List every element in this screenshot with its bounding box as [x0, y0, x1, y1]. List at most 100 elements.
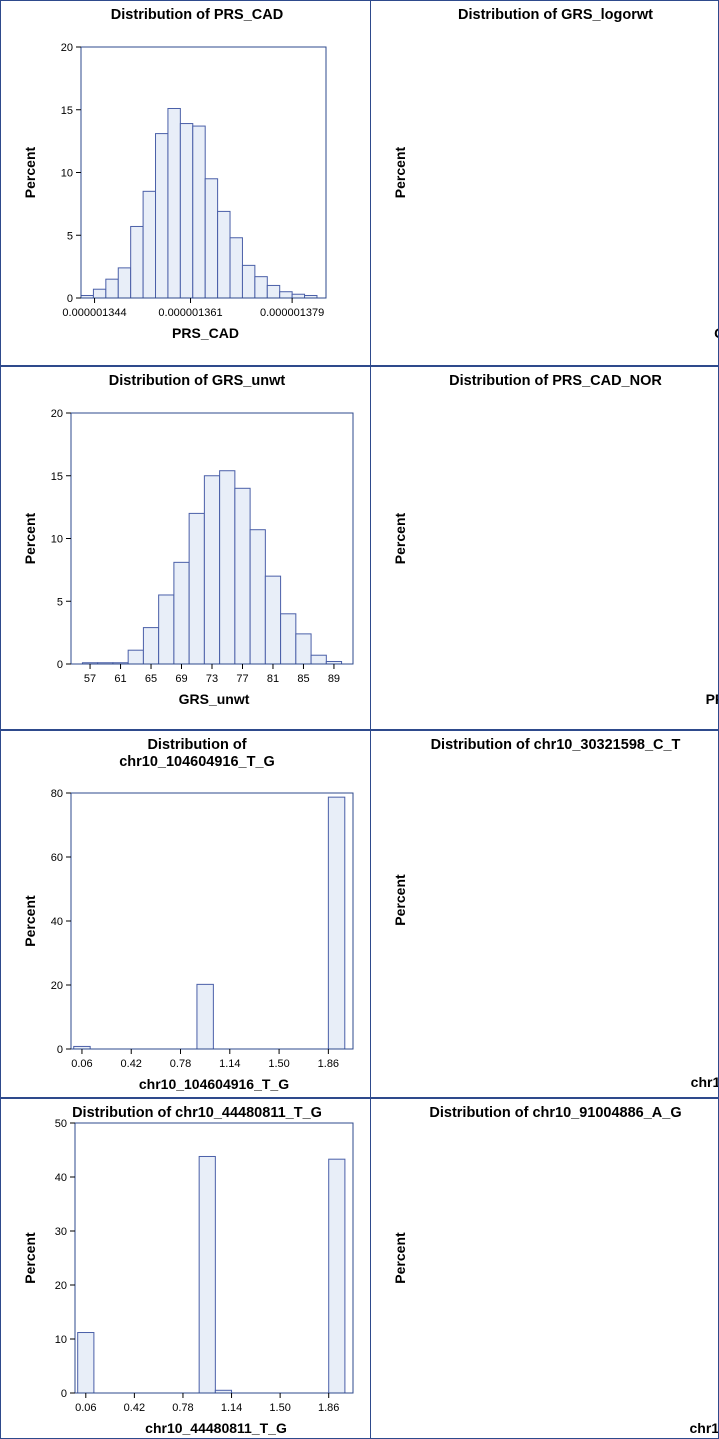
histogram-bar: [192, 125, 206, 299]
x-axis-label: chr10_44480811_T_G: [145, 1420, 287, 1436]
histogram-bar: [130, 225, 144, 299]
chart-title: Distribution of GRS_unwt: [109, 373, 286, 389]
x-tick-label: 0.000001361: [158, 307, 222, 319]
x-tick-label: 1.86: [318, 1058, 339, 1070]
y-tick-label: 10: [55, 1334, 67, 1346]
y-tick-label: 0: [67, 293, 73, 305]
x-tick-label: 77: [236, 673, 248, 685]
x-tick-label: 73: [206, 673, 218, 685]
y-tick-label: 5: [57, 596, 63, 608]
histogram-bar: [142, 627, 160, 665]
histogram-bar: [279, 291, 293, 299]
y-axis-label: Percent: [22, 146, 38, 198]
histogram-bar: [117, 267, 132, 299]
histogram-svg: Distribution of PRS_CAD 0 5 10 15 20 0.0000013…: [22, 7, 327, 341]
histogram-bar: [188, 512, 205, 665]
histogram-bar: [254, 276, 268, 299]
x-tick-label: 0.78: [172, 1402, 193, 1414]
x-tick-label: 89: [328, 673, 340, 685]
x-tick-label: 1.14: [219, 1058, 240, 1070]
histogram-svg: Distribution of chr10_44480811_T_G 0 10 20 3…: [22, 1105, 354, 1436]
histogram-panel-4: Distribution of PRS_CAD_NOR05101520-3.0-…: [370, 366, 719, 730]
chart-title: Distribution of chr10_30321598_C_T: [431, 737, 681, 753]
chart-title: Distribution of: [147, 737, 246, 753]
y-axis-label: Percent: [392, 512, 408, 564]
x-axis-label: GRS_unwt: [179, 691, 250, 707]
y-tick-label: 10: [51, 534, 63, 546]
histogram-svg: Distribution of GRS_unwt 0 5 10 15 20 57 61 65 69…: [22, 373, 354, 707]
y-axis-label: Percent: [22, 1232, 38, 1284]
y-tick-label: 60: [51, 852, 63, 864]
x-axis-label: chr10_104604916_T_G: [139, 1076, 289, 1092]
x-tick-label: 0.06: [71, 1058, 92, 1070]
histogram-svg: Distribution of PRS_CAD_NOR05101520-3.0-…: [392, 373, 719, 707]
x-tick-label: 0.000001344: [62, 307, 126, 319]
y-axis-label: Percent: [392, 1232, 408, 1284]
plot-frame: [74, 1122, 354, 1394]
histogram-bar: [217, 210, 231, 299]
x-tick-label: 0.06: [75, 1402, 96, 1414]
y-tick-label: 5: [67, 230, 73, 242]
x-axis-label: GRS_logorwt: [714, 325, 719, 341]
x-axis-label: PRS_CAD: [172, 325, 239, 341]
chart-title: chr10_104604916_T_G: [119, 754, 275, 770]
x-tick-label: 0.78: [170, 1058, 191, 1070]
histogram-panel-7: Distribution of chr10_44480811_T_G 0 10 20 3…: [0, 1098, 372, 1439]
histogram-panel-3: Distribution of GRS_unwt 0 5 10 15 20 57 61 65 69…: [0, 366, 372, 730]
x-tick-label: 69: [175, 673, 187, 685]
y-tick-label: 0: [57, 1044, 63, 1056]
histogram-bar: [241, 264, 256, 299]
histogram-bar: [77, 1332, 95, 1394]
y-tick-label: 80: [51, 788, 63, 800]
histogram-bar: [179, 123, 194, 299]
histogram-bar: [127, 649, 144, 665]
x-tick-label: 1.50: [268, 1058, 289, 1070]
histogram-bar: [249, 529, 266, 665]
y-tick-label: 15: [51, 471, 63, 483]
histogram-svg: Distribution of chr10_91004886_A_G010203…: [392, 1105, 718, 1436]
x-tick-label: 0.42: [121, 1058, 142, 1070]
y-axis-label: Percent: [392, 874, 408, 926]
histogram-bar: [167, 107, 181, 299]
histogram-bar: [203, 475, 221, 665]
x-tick-label: 61: [114, 673, 126, 685]
x-axis-label: chr10_30321598_C_T: [691, 1074, 719, 1090]
histogram-bar: [196, 983, 214, 1050]
y-tick-label: 0: [61, 1388, 67, 1400]
chart-title: Distribution of GRS_logorwt: [458, 7, 653, 23]
y-axis-label: Percent: [22, 895, 38, 947]
histogram-bar: [328, 1158, 346, 1394]
y-tick-label: 0: [57, 659, 63, 671]
histogram-svg: Distribution of GRS_logorwt051015204.725…: [392, 7, 719, 341]
y-tick-label: 20: [55, 1280, 67, 1292]
histogram-bar: [155, 133, 169, 299]
chart-title: Distribution of PRS_CAD_NOR: [449, 373, 662, 389]
histogram-panel-6: Distribution of chr10_30321598_C_T010203…: [370, 730, 719, 1098]
x-tick-label: 85: [297, 673, 309, 685]
histogram-bar: [219, 470, 236, 665]
y-tick-label: 20: [51, 408, 63, 420]
chart-title: Distribution of PRS_CAD: [111, 7, 283, 23]
histogram-bar: [234, 487, 251, 665]
x-axis-label: PRS_CAD_NOR: [706, 691, 719, 707]
x-tick-label: 57: [84, 673, 96, 685]
histogram-bar: [92, 288, 107, 299]
histogram-bar: [204, 178, 219, 299]
histogram-panel-2: Distribution of GRS_logorwt051015204.725…: [370, 0, 719, 366]
histogram-bar: [229, 237, 243, 299]
y-tick-label: 40: [51, 916, 63, 928]
histogram-bar: [264, 575, 282, 665]
histogram-bar: [291, 293, 306, 299]
x-tick-label: 81: [267, 673, 279, 685]
y-tick-label: 30: [55, 1226, 67, 1238]
histogram-panel-5: Distribution of chr10_104604916_T_G 0 20 40 6…: [0, 730, 372, 1098]
histogram-bar: [327, 796, 346, 1050]
y-tick-label: 15: [61, 105, 73, 117]
x-tick-label: 1.86: [318, 1402, 339, 1414]
histogram-bar: [310, 654, 327, 665]
y-axis-label: Percent: [22, 512, 38, 564]
y-tick-label: 10: [61, 168, 73, 180]
chart-title: Distribution of chr10_91004886_A_G: [429, 1105, 681, 1121]
y-tick-label: 20: [61, 42, 73, 54]
x-tick-label: 1.14: [221, 1402, 242, 1414]
